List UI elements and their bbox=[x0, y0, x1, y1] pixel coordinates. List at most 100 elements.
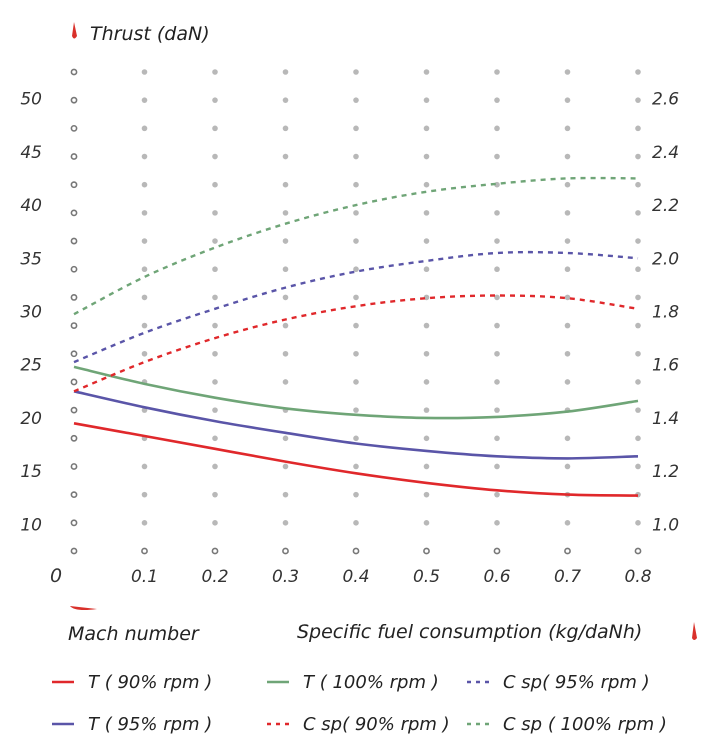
grid-dot bbox=[564, 463, 571, 470]
grid-dot bbox=[635, 181, 641, 188]
grid-dot bbox=[423, 153, 430, 160]
grid-dot bbox=[212, 69, 218, 75]
grid-dot bbox=[352, 547, 360, 555]
y-right-tick-labels: 1.0 1.2 1.4 1.6 1.8 2.0 2.2 2.4 2.6 bbox=[652, 90, 679, 536]
grid-dot bbox=[212, 294, 218, 301]
grid-dot bbox=[494, 266, 500, 273]
grid-dot bbox=[353, 350, 359, 357]
grid-dot bbox=[494, 294, 500, 301]
grid-dot bbox=[564, 379, 571, 385]
grid-dot bbox=[141, 266, 148, 273]
grid-dot bbox=[494, 379, 500, 385]
grid-dot bbox=[423, 491, 430, 498]
grid-dot bbox=[282, 435, 289, 442]
x-tick-label: 0.2 bbox=[201, 567, 228, 587]
grid-dot bbox=[212, 266, 218, 273]
grid-dot bbox=[141, 153, 148, 160]
grid-dot bbox=[353, 69, 359, 75]
grid-dot bbox=[70, 96, 78, 104]
mach-axis-marker-icon bbox=[70, 606, 97, 610]
grid-dot bbox=[423, 435, 430, 442]
grid-dot bbox=[423, 350, 430, 357]
y-right-tick-label: 1.0 bbox=[652, 515, 679, 535]
y-right-axis-title: Specific fuel consumption (kg/daNh) bbox=[297, 621, 642, 643]
grid-dot bbox=[353, 379, 359, 385]
grid-dot bbox=[70, 491, 78, 499]
grid-dot bbox=[282, 238, 289, 244]
y-left-tick-label: 40 bbox=[20, 196, 42, 216]
grid-dot bbox=[141, 97, 148, 103]
grid-dot bbox=[564, 435, 571, 442]
grid-dot bbox=[141, 350, 148, 357]
grid-dot bbox=[494, 463, 500, 470]
grid-dot bbox=[70, 322, 78, 329]
grid-dot bbox=[494, 350, 500, 357]
grid-dot bbox=[423, 210, 430, 216]
grid-dot bbox=[282, 520, 289, 526]
grid-dot bbox=[635, 322, 641, 329]
sfc-axis-marker-icon bbox=[692, 622, 697, 640]
grid-dot bbox=[353, 463, 359, 470]
grid-dot bbox=[212, 125, 218, 132]
grid-dot bbox=[353, 125, 359, 132]
legend-label: T ( 90% rpm ) bbox=[88, 672, 212, 693]
grid-dot bbox=[423, 463, 430, 470]
grid-dot bbox=[70, 294, 78, 301]
grid-dot bbox=[70, 209, 78, 217]
grid-dot bbox=[70, 378, 78, 386]
grid-dot bbox=[141, 294, 148, 301]
grid-dot bbox=[564, 294, 571, 301]
y-right-tick-label: 1.4 bbox=[652, 409, 679, 429]
grid-dot bbox=[635, 294, 641, 301]
grid-dot bbox=[141, 322, 148, 329]
grid-dot bbox=[353, 97, 359, 103]
grid-dot bbox=[282, 463, 289, 470]
grid-dot bbox=[423, 125, 430, 132]
grid-dot bbox=[212, 97, 218, 103]
grid-dot bbox=[141, 210, 148, 216]
grid-dot bbox=[564, 547, 571, 555]
grid-dot bbox=[635, 520, 641, 526]
series-line-6 bbox=[73, 176, 639, 316]
grid-dot bbox=[141, 125, 148, 132]
grid-dot bbox=[423, 379, 430, 385]
grid-dot bbox=[141, 238, 148, 244]
grid-dot bbox=[635, 407, 641, 413]
y-left-tick-label: 15 bbox=[20, 462, 42, 482]
grid-dot bbox=[564, 210, 571, 216]
grid-dot bbox=[635, 350, 641, 357]
grid-dot bbox=[635, 125, 641, 132]
grid-dot bbox=[70, 265, 78, 273]
grid-dot bbox=[70, 350, 78, 358]
x-tick-label: 0.6 bbox=[483, 567, 510, 587]
grid-dot bbox=[282, 491, 289, 498]
grid-dot bbox=[70, 124, 78, 132]
grid-dot bbox=[141, 547, 148, 555]
grid-dot bbox=[70, 237, 78, 245]
grid-dot bbox=[282, 210, 289, 216]
y-right-tick-label: 1.6 bbox=[652, 356, 679, 376]
grid-dot bbox=[564, 181, 571, 188]
grid-dot bbox=[564, 322, 571, 329]
y-left-tick-label: 35 bbox=[20, 249, 42, 269]
grid-dot bbox=[423, 69, 430, 75]
grid-dot bbox=[282, 266, 289, 273]
grid-dot bbox=[635, 435, 641, 442]
grid-dot bbox=[282, 153, 289, 160]
x-tick-label: 0.8 bbox=[624, 567, 651, 587]
y-left-tick-label: 50 bbox=[20, 90, 42, 110]
grid-dot bbox=[564, 238, 571, 244]
grid-dot bbox=[282, 69, 289, 75]
legend-label: C sp ( 100% rpm ) bbox=[503, 714, 667, 735]
grid-dot bbox=[353, 153, 359, 160]
y-left-axis-title: Thrust (daN) bbox=[90, 23, 210, 45]
grid-dot bbox=[212, 210, 218, 216]
legend-label: C sp( 95% rpm ) bbox=[503, 672, 650, 693]
x-axis-title: Mach number bbox=[68, 623, 200, 645]
grid-dot bbox=[212, 350, 218, 357]
grid-dot bbox=[423, 238, 430, 244]
grid-dot bbox=[635, 97, 641, 103]
grid-dot bbox=[70, 434, 78, 442]
series-line-5 bbox=[73, 294, 639, 393]
grid-dot bbox=[423, 181, 430, 188]
